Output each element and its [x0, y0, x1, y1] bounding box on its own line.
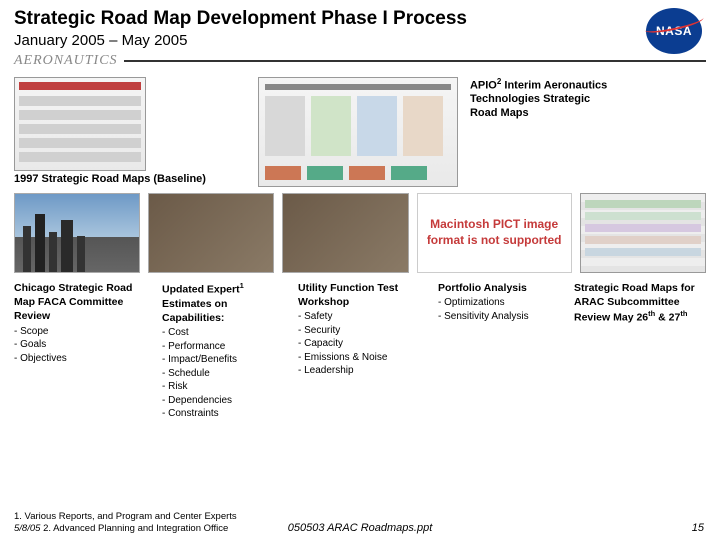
col-expert-pre: Updated Expert	[162, 284, 240, 296]
col-expert-post: Estimates on Capabilities:	[162, 298, 227, 324]
row-roadmap-thumbs: 1997 Strategic Road Maps (Baseline) APIO…	[0, 69, 720, 187]
col-utility: Utility Function Test Workshop Safety Se…	[298, 281, 430, 421]
list-item: Cost	[162, 326, 290, 340]
list-item: Impact/Benefits	[162, 353, 290, 367]
baseline-group: 1997 Strategic Road Maps (Baseline)	[14, 77, 206, 187]
slide-subtitle: January 2005 – May 2005	[14, 32, 706, 49]
col-portfolio-list: Optimizations Sensitivity Analysis	[438, 296, 566, 323]
list-item: Sensitivity Analysis	[438, 310, 566, 324]
aeronautics-text: AERONAUTICS	[14, 53, 118, 69]
pict-unsupported-text: Macintosh PICT image format is not suppo…	[418, 217, 571, 248]
list-item: Dependencies	[162, 394, 290, 408]
slide-header: Strategic Road Map Development Phase I P…	[0, 0, 720, 51]
list-item: Goals	[14, 338, 154, 352]
apio-label: APIO2 Interim Aeronautics Technologies S…	[470, 77, 620, 121]
col-arac-mid: & 27	[655, 312, 680, 324]
pict-unsupported-box: Macintosh PICT image format is not suppo…	[417, 193, 572, 273]
footnote-1: 1. Various Reports, and Program and Cent…	[14, 511, 706, 522]
list-item: Constraints	[162, 407, 290, 421]
col-portfolio-heading: Portfolio Analysis	[438, 281, 566, 295]
center-footer: 050503 ARAC Roadmaps.ppt	[0, 522, 720, 534]
col-arac-heading: Strategic Road Maps for ARAC Subcommitte…	[574, 281, 714, 325]
list-item: Optimizations	[438, 296, 566, 310]
chicago-photo	[14, 193, 140, 273]
experts-photo-2	[282, 193, 408, 273]
apio-label-pre: APIO	[470, 80, 497, 92]
col-chicago-heading: Chicago Strategic Road Map FACA Committe…	[14, 281, 154, 324]
row-columns: Chicago Strategic Road Map FACA Committe…	[0, 273, 720, 421]
baseline-roadmap-thumb	[14, 77, 146, 171]
col-arac: Strategic Road Maps for ARAC Subcommitte…	[574, 281, 714, 421]
list-item: Security	[298, 324, 430, 338]
baseline-label: 1997 Strategic Road Maps (Baseline)	[14, 173, 206, 187]
slide-title: Strategic Road Map Development Phase I P…	[14, 8, 706, 30]
list-item: Schedule	[162, 367, 290, 381]
list-item: Scope	[14, 325, 154, 339]
roadmap-chart-thumb	[580, 193, 706, 273]
row-photos: Macintosh PICT image format is not suppo…	[0, 187, 720, 273]
page-number: 15	[692, 522, 704, 534]
col-chicago: Chicago Strategic Road Map FACA Committe…	[14, 281, 154, 421]
list-item: Capacity	[298, 337, 430, 351]
list-item: Objectives	[14, 352, 154, 366]
apio-roadmap-thumb	[258, 77, 458, 187]
list-item: Performance	[162, 340, 290, 354]
horizontal-rule	[124, 60, 706, 62]
col-expert-list: Cost Performance Impact/Benefits Schedul…	[162, 326, 290, 421]
list-item: Risk	[162, 380, 290, 394]
col-expert-heading: Updated Expert1 Estimates on Capabilitie…	[162, 281, 290, 325]
list-item: Safety	[298, 310, 430, 324]
aeronautics-strip: AERONAUTICS	[0, 51, 720, 69]
list-item: Leadership	[298, 364, 430, 378]
col-portfolio: Portfolio Analysis Optimizations Sensiti…	[438, 281, 566, 421]
col-expert: Updated Expert1 Estimates on Capabilitie…	[162, 281, 290, 421]
col-utility-heading: Utility Function Test Workshop	[298, 281, 430, 309]
col-chicago-list: Scope Goals Objectives	[14, 325, 154, 366]
experts-photo-1	[148, 193, 274, 273]
col-utility-list: Safety Security Capacity Emissions & Noi…	[298, 310, 430, 378]
nasa-logo: NASA	[646, 8, 702, 54]
col-expert-sup: 1	[240, 281, 244, 290]
col-arac-sup2: th	[680, 309, 687, 318]
list-item: Emissions & Noise	[298, 351, 430, 365]
